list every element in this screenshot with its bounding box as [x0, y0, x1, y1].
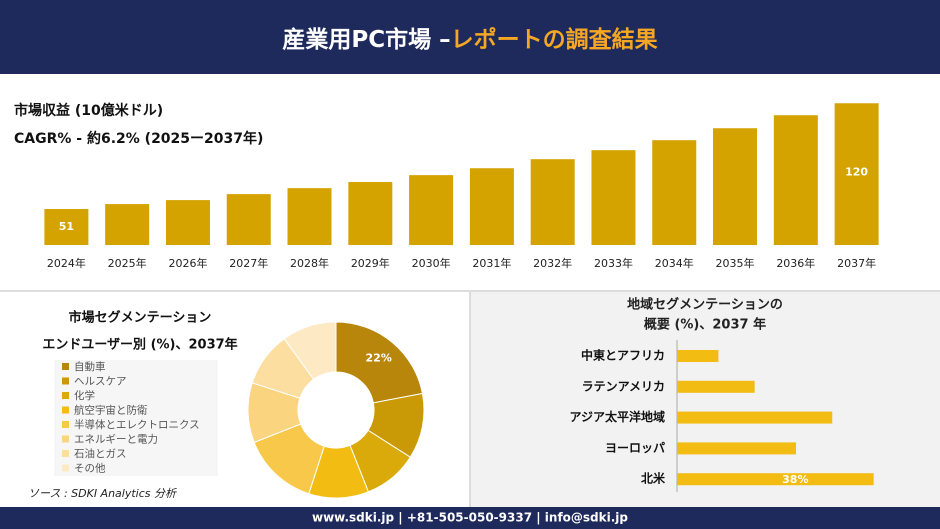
- title-main: 産業用PC市場 –: [282, 26, 450, 53]
- y-tick-label: アジア太平洋地域: [569, 409, 665, 424]
- bar: [287, 188, 332, 245]
- bar: [677, 350, 719, 362]
- y-tick-label: ヨーロッパ: [605, 441, 665, 455]
- y-tick-label: 中東とアフリカ: [581, 348, 665, 363]
- value-label: 38%: [782, 473, 808, 486]
- header-band: [0, 0, 940, 74]
- x-tick-label: 2036年: [776, 256, 815, 270]
- legend-swatch: [62, 464, 69, 472]
- x-tick-label: 2034年: [655, 256, 694, 270]
- chart-subtitle: 市場収益 (10億米ドル): [14, 102, 163, 119]
- footer-text: www.sdki.jp | +81-505-050-9337 | info@sd…: [312, 511, 628, 525]
- x-tick-label: 2025年: [108, 256, 147, 270]
- y-tick-label: ラテンアメリカ: [582, 379, 665, 393]
- legend-label: ヘルスケア: [74, 376, 127, 388]
- legend-swatch: [62, 363, 69, 370]
- x-tick-label: 2031年: [472, 256, 511, 270]
- legend-label: エネルギーと電力: [74, 433, 158, 446]
- donut-slice: [335, 321, 424, 404]
- bar: [165, 200, 210, 245]
- bar: [591, 150, 636, 245]
- legend-label: その他: [74, 462, 106, 475]
- x-tick-label: 2032年: [533, 256, 572, 270]
- x-tick-label: 2027年: [229, 256, 268, 270]
- pie-title: エンドユーザー別 (%)、2037年: [42, 337, 237, 353]
- right-panel: [471, 292, 940, 507]
- bar: [105, 204, 150, 245]
- source-note: ソース : SDKI Analytics 分析: [28, 487, 178, 500]
- legend-label: 石油とガス: [74, 447, 127, 460]
- bar: [469, 168, 514, 245]
- donut-slice: [283, 321, 337, 380]
- bar: [409, 175, 454, 245]
- legend-label: 自動車: [74, 360, 106, 373]
- bar: [44, 208, 89, 245]
- cagr-note: CAGR% - 約6.2% (2025ー2037年): [14, 130, 263, 147]
- pie-title: 市場セグメンテーション: [69, 310, 212, 326]
- y-tick-label: 北米: [641, 471, 666, 486]
- x-tick-label: 2029年: [351, 256, 390, 270]
- x-tick-label: 2035年: [716, 256, 755, 270]
- x-tick-label: 2037年: [837, 256, 876, 270]
- legend-swatch: [62, 392, 69, 399]
- value-label: 51: [59, 220, 74, 233]
- bar: [773, 115, 818, 246]
- legend-label: 航空宇宙と防衛: [74, 404, 148, 417]
- legend-swatch: [62, 377, 69, 385]
- footer-band: [0, 507, 940, 529]
- bar: [677, 411, 833, 424]
- header-title: 産業用PC市場 –レポートの調査結果: [282, 26, 657, 53]
- x-tick-label: 2030年: [412, 256, 451, 270]
- legend-label: 半導体とエレクトロニクス: [74, 418, 200, 431]
- x-tick-label: 2033年: [594, 256, 633, 270]
- bar: [652, 140, 697, 245]
- bar: [834, 103, 879, 246]
- legend-label: 化学: [74, 389, 95, 402]
- bar: [713, 128, 758, 245]
- value-label: 22%: [366, 351, 392, 364]
- legend-swatch: [62, 435, 69, 443]
- legend-swatch: [62, 450, 69, 457]
- x-tick-label: 2026年: [168, 256, 207, 270]
- title-highlight: レポートの調査結果: [451, 26, 658, 53]
- hbar-title: 地域セグメンテーションの: [627, 297, 783, 313]
- bar: [226, 194, 271, 245]
- bar: [677, 380, 755, 393]
- x-tick-label: 2028年: [290, 256, 329, 270]
- hbar-title: 概要 (%)、2037 年: [644, 317, 766, 333]
- x-tick-label: 2024年: [47, 256, 86, 270]
- bar: [677, 473, 874, 486]
- legend-swatch: [62, 406, 69, 414]
- legend-swatch: [62, 421, 69, 428]
- value-label: 120: [845, 165, 868, 178]
- legend-box: [54, 360, 218, 476]
- bar: [530, 159, 575, 245]
- bar: [348, 182, 393, 245]
- bar: [677, 442, 797, 455]
